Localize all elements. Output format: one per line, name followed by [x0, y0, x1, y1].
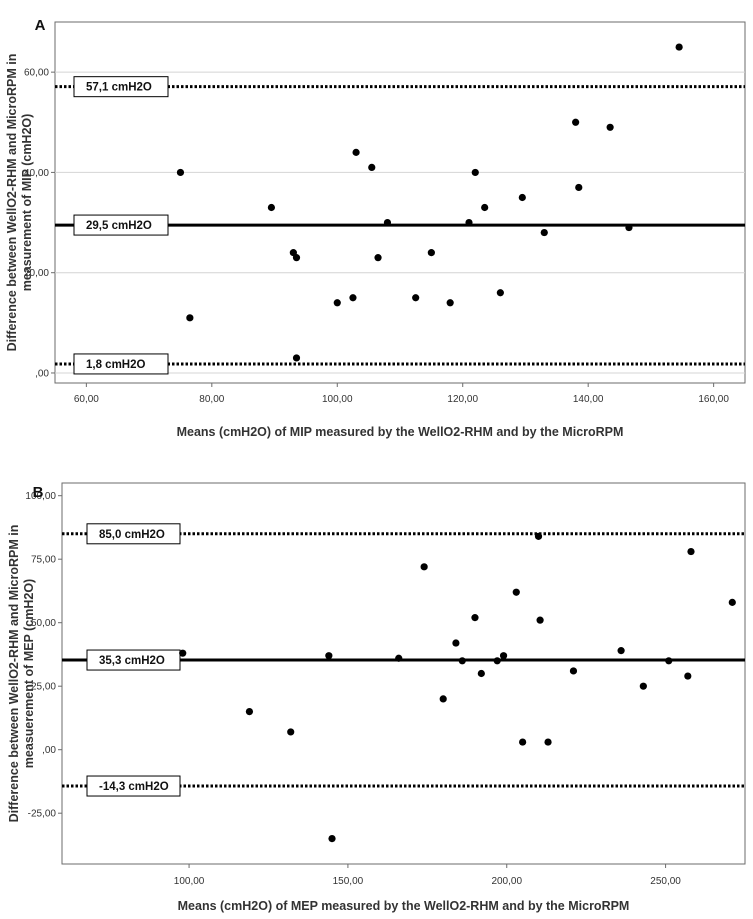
x-tick-label: 150,00 [333, 876, 364, 887]
data-point [540, 228, 548, 237]
panel-letter: A [35, 17, 46, 34]
panel-a-chart: ,00 20,00 40,00 60,00 60,00 80,00 100,00 120,00… [5, 17, 746, 439]
reference-label-box [86, 523, 181, 545]
data-point [333, 299, 341, 307]
data-point [325, 652, 333, 660]
data-point [267, 203, 276, 212]
y-axis-title-line-1: Difference between WellO2-RHM and MicroR… [5, 54, 19, 352]
panel-b-chart: -25,00 ,00 25,00 50,00 75,00 100,00 100,00 150,… [7, 482, 746, 913]
x-tick-label: 140,00 [573, 394, 604, 405]
x-tick-label: 250,00 [650, 876, 681, 887]
y-tick-label: ,00 [35, 368, 49, 379]
y-tick-label: 20,00 [24, 268, 49, 279]
data-point [496, 289, 504, 297]
data-point [374, 254, 382, 262]
x-tick-label: 80,00 [199, 394, 224, 405]
plot-frame [54, 21, 746, 384]
y-tick-label: 40,00 [24, 168, 49, 179]
reference-line-label: 35,3 cmH2O [99, 655, 165, 667]
data-point [519, 738, 527, 746]
data-point [446, 299, 454, 307]
reference-line-label: 57,1 cmH2O [86, 82, 152, 94]
reference-line-label: 85,0 cmH2O [99, 529, 165, 541]
data-point [186, 314, 194, 322]
y-tick-label: ,00 [42, 745, 56, 756]
reference-label-box [86, 775, 181, 797]
data-point [383, 218, 392, 227]
x-axis-title: Means (cmH2O) of MEP measured by the Wel… [178, 899, 630, 913]
data-point [420, 563, 428, 571]
data-point [639, 682, 647, 690]
data-point [465, 218, 473, 227]
data-point [427, 249, 435, 257]
data-point [452, 639, 460, 647]
data-point [518, 193, 526, 202]
data-point [617, 647, 625, 655]
reference-line-label: 1,8 cmH2O [86, 359, 146, 371]
y-tick-label: 60,00 [24, 68, 49, 79]
data-point [292, 354, 301, 362]
data-point [471, 614, 479, 622]
data-point [606, 123, 614, 131]
reference-label-box [86, 649, 181, 671]
x-tick-label: 160,00 [698, 394, 729, 405]
y-axis-title-line-1: Difference between WellO2-RHM and MicroR… [7, 525, 21, 823]
data-point [687, 547, 695, 556]
data-point [395, 654, 403, 662]
x-tick-label: 60,00 [74, 394, 99, 405]
data-point [412, 294, 420, 302]
data-point [245, 708, 254, 716]
panel-letter: B [33, 484, 44, 501]
data-point [728, 598, 736, 606]
reference-line-label: -14,3 cmH2O [99, 781, 169, 793]
x-axis-title: Means (cmH2O) of MIP measured by the Wel… [177, 425, 624, 439]
data-point [179, 649, 187, 657]
data-point [368, 163, 376, 172]
y-tick-label: 75,00 [31, 555, 56, 566]
x-tick-label: 100,00 [174, 876, 205, 887]
data-point [471, 168, 479, 177]
y-tick-label: 100,00 [25, 491, 56, 502]
data-point [534, 532, 543, 540]
data-point [512, 588, 520, 596]
reference-label-box [73, 214, 169, 236]
y-axis-title: Difference between WellO2-RHM and MicroR… [7, 525, 36, 823]
data-point [349, 294, 357, 302]
x-tick-label: 120,00 [447, 394, 478, 405]
data-point [665, 657, 673, 665]
y-tick-label: 50,00 [31, 618, 56, 629]
data-point [684, 672, 692, 680]
data-point [439, 695, 447, 703]
data-point [493, 657, 501, 665]
y-tick-label: -25,00 [28, 809, 57, 820]
x-tick-label: 100,00 [322, 394, 353, 405]
y-tick-label: 25,00 [31, 682, 56, 693]
data-point [536, 616, 544, 624]
x-tick-label: 200,00 [491, 876, 522, 887]
data-point [352, 148, 360, 156]
data-point [287, 728, 295, 736]
data-point [675, 43, 683, 51]
data-point [481, 203, 489, 212]
data-point [499, 652, 508, 660]
data-point [328, 835, 336, 843]
y-axis-title: Difference between WellO2-RHM and MicroR… [5, 54, 34, 352]
data-point [292, 254, 301, 262]
reference-line-label: 29,5 cmH2O [86, 220, 152, 232]
data-point [575, 183, 583, 192]
data-point [458, 657, 466, 665]
data-point [572, 118, 580, 126]
reference-label-box [73, 353, 169, 375]
data-point [477, 669, 485, 678]
plot-frame [61, 482, 746, 865]
data-point [569, 667, 578, 675]
y-axis-title-line-2: measuerement of MEP (cmH2O) [22, 579, 36, 768]
data-point [544, 738, 552, 746]
y-axis-title-line-2: measurement of MIP (cmH2O) [20, 114, 34, 292]
data-point [176, 168, 185, 177]
data-point [625, 223, 633, 232]
reference-label-box [73, 76, 169, 98]
